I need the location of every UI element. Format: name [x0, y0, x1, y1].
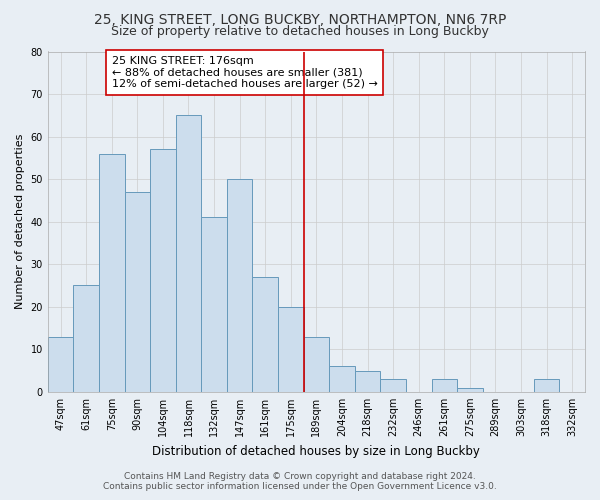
Bar	[176, 116, 201, 392]
Bar	[48, 336, 73, 392]
X-axis label: Distribution of detached houses by size in Long Buckby: Distribution of detached houses by size …	[152, 444, 481, 458]
Bar	[201, 218, 227, 392]
Bar	[431, 379, 457, 392]
Bar	[150, 150, 176, 392]
Text: Size of property relative to detached houses in Long Buckby: Size of property relative to detached ho…	[111, 25, 489, 38]
Bar	[329, 366, 355, 392]
Bar	[99, 154, 125, 392]
Y-axis label: Number of detached properties: Number of detached properties	[15, 134, 25, 310]
Text: Contains HM Land Registry data © Crown copyright and database right 2024.
Contai: Contains HM Land Registry data © Crown c…	[103, 472, 497, 491]
Bar	[253, 277, 278, 392]
Text: 25 KING STREET: 176sqm
← 88% of detached houses are smaller (381)
12% of semi-de: 25 KING STREET: 176sqm ← 88% of detached…	[112, 56, 377, 89]
Bar	[125, 192, 150, 392]
Bar	[457, 388, 482, 392]
Bar	[227, 179, 253, 392]
Bar	[355, 370, 380, 392]
Bar	[534, 379, 559, 392]
Bar	[278, 306, 304, 392]
Bar	[73, 286, 99, 392]
Bar	[304, 336, 329, 392]
Bar	[380, 379, 406, 392]
Text: 25, KING STREET, LONG BUCKBY, NORTHAMPTON, NN6 7RP: 25, KING STREET, LONG BUCKBY, NORTHAMPTO…	[94, 12, 506, 26]
